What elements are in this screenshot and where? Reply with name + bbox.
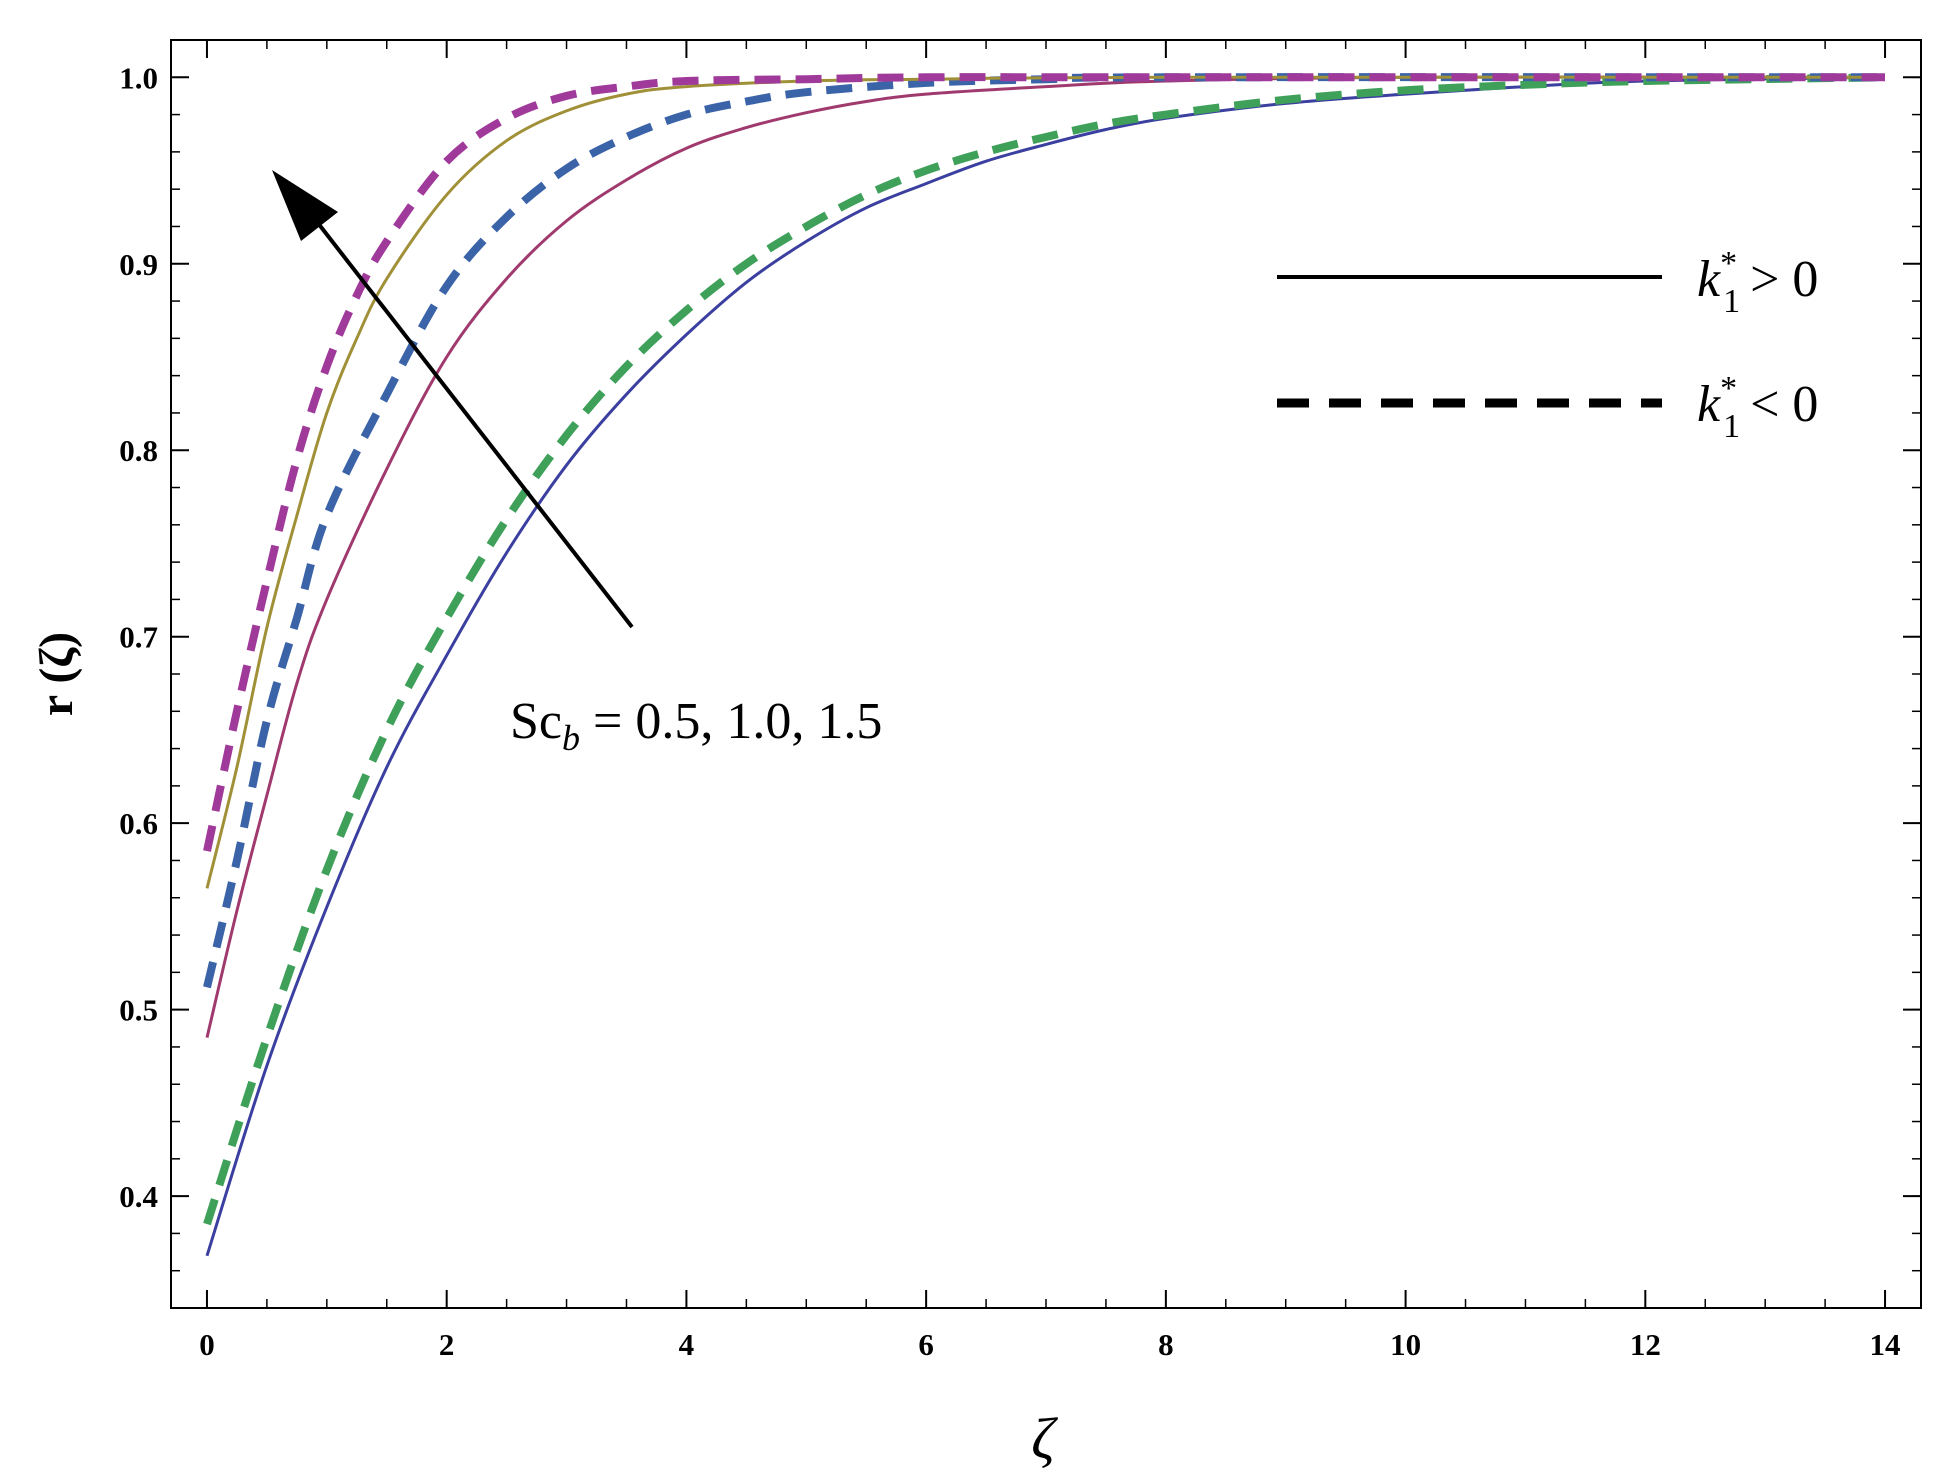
legend-sub: 1 [1723, 408, 1740, 445]
annotation-prefix: Sc [510, 693, 562, 750]
legend-sup: * [1720, 245, 1737, 282]
axis-ticks [171, 39, 1921, 1308]
y-tick-label: 0.4 [119, 1179, 158, 1214]
annotation-values: = 0.5, 1.0, 1.5 [580, 693, 882, 750]
y-tick-label: 0.9 [119, 247, 158, 282]
series-line-1-solid [205, 75, 1886, 1257]
axis-tick-labels: 0 2 4 6 8 10 12 14 0.4 0.5 0.6 0.7 0.8 0.9 1.0 [119, 60, 1900, 1362]
annotation-subscript: b [562, 718, 580, 758]
legend-k: k [1697, 251, 1721, 308]
legend-k: k [1697, 376, 1721, 433]
x-tick-label: 12 [1630, 1327, 1661, 1362]
series-line-6-dashed [203, 73, 1885, 852]
y-tick-label: 0.8 [119, 433, 158, 468]
y-tick-label: 0.6 [119, 806, 158, 841]
series-line-3-solid [205, 75, 1886, 1038]
y-tick-label: 0.7 [119, 620, 158, 655]
legend-rel: < 0 [1750, 376, 1818, 433]
series-layer [203, 73, 1886, 1257]
annotation-arrow [272, 170, 634, 629]
x-axis-title: ζ [1031, 1406, 1058, 1471]
y-axis-title: r (ζ) [30, 632, 83, 716]
legend-sub: 1 [1723, 283, 1740, 320]
x-tick-label: 6 [918, 1327, 934, 1362]
legend-rel: > 0 [1750, 251, 1818, 308]
series-line-5-solid [205, 75, 1886, 889]
y-tick-label: 0.5 [119, 993, 158, 1028]
legend-label-positive: k* 1 > 0 [1697, 245, 1818, 320]
series-line-2-dashed [203, 73, 1886, 1226]
x-tick-label: 10 [1390, 1327, 1421, 1362]
x-tick-label: 14 [1870, 1327, 1901, 1362]
legend-sup: * [1720, 370, 1737, 407]
series-line-4-dashed [203, 73, 1886, 989]
plot-frame [170, 39, 1922, 1309]
x-tick-label: 0 [199, 1327, 215, 1362]
legend-label-negative: k* 1 < 0 [1697, 370, 1818, 445]
x-tick-label: 8 [1158, 1327, 1174, 1362]
y-tick-label: 1.0 [119, 60, 158, 95]
x-tick-label: 2 [439, 1327, 455, 1362]
x-tick-label: 4 [679, 1327, 695, 1362]
annotation-label: Scb = 0.5, 1.0, 1.5 [510, 693, 882, 758]
legend: k* 1 > 0 k* 1 < 0 [1277, 245, 1818, 445]
